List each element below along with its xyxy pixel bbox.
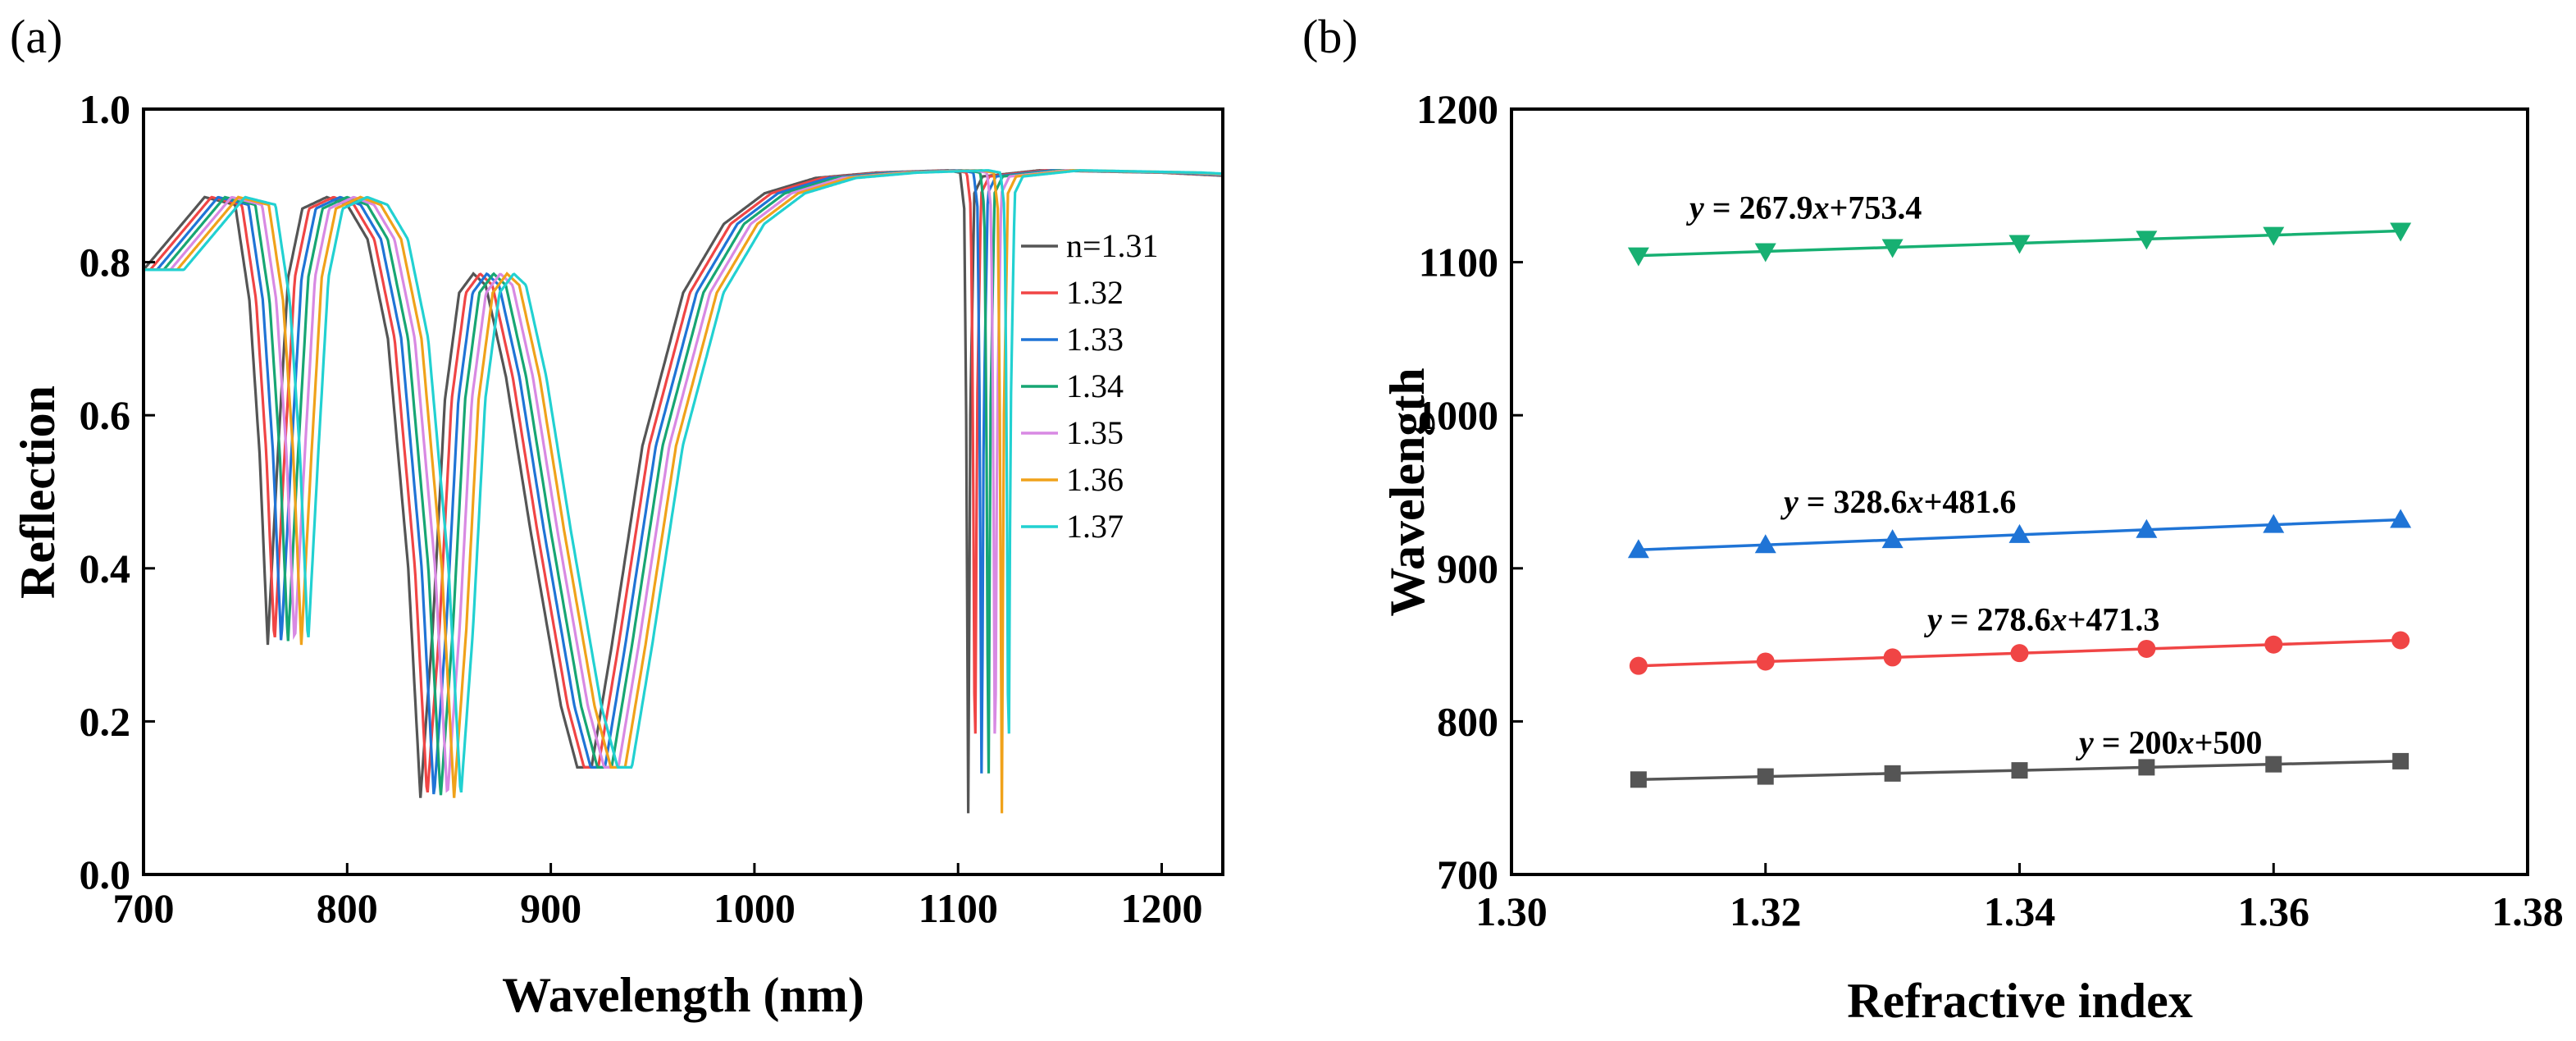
regression-equation-2: y = 328.6x+481.6 [1780,483,2016,520]
data-point-s1-3 [2010,644,2029,663]
data-point-s3-4 [2136,231,2158,250]
data-point-s3-1 [1754,243,1776,263]
data-point-s0-5 [2265,756,2282,773]
panel-a-x-axis-title: Wavelength (nm) [502,968,864,1022]
data-point-s0-3 [2011,762,2028,779]
panel-b-y-tick-label: 700 [1437,852,1498,897]
data-point-s2-2 [1881,529,1904,549]
panel-a-x-tick-label: 800 [317,885,378,931]
data-point-s3-5 [2263,226,2285,246]
regression-equation-1: y = 278.6x+471.3 [1924,601,2159,638]
panel-a-x-tick-label: 1000 [714,885,796,931]
data-point-s3-6 [2390,222,2412,242]
panel-b-frame [1510,107,2529,876]
panel-b-y-tick-label: 1200 [1416,86,1498,132]
panel-b-x-tick-label: 1.36 [2238,888,2310,934]
data-point-s2-1 [1754,534,1776,554]
panel-a-y-tick-label: 0.4 [80,546,131,591]
reflection-curve-6 [144,168,1223,793]
data-point-s3-0 [1627,247,1649,267]
legend-label-5: 1.36 [1066,461,1124,498]
panel-a-x-tick-label: 900 [520,885,581,931]
panel-a-x-tick-label: 1100 [919,885,998,931]
legend-label-2: 1.33 [1066,321,1124,358]
panel-b-wavelength-chart: 1.30 1.32 1.34 1.36 1.38 700 800 900 1000 1100 12… [1380,86,2564,1028]
legend-label-1: 1.32 [1066,274,1124,311]
panel-a-reflection-chart: 700 800 900 1000 1100 1200 0.0 0.2 0.4 0.6 0.8 1.0… [11,86,1224,1022]
data-point-s1-0 [1629,656,1648,675]
data-point-s1-1 [1756,652,1775,671]
data-point-s1-2 [1883,648,1902,667]
regression-equation-0: y = 200x+500 [2076,724,2262,760]
data-point-s0-6 [2392,752,2410,769]
panel-a-label: (a) [10,10,62,63]
panel-b-x-tick-label: 1.34 [1984,888,2056,934]
data-point-s2-5 [2263,514,2285,533]
panel-a-x-tick-label: 1200 [1121,885,1203,931]
panel-a-x-tick-label: 700 [113,885,175,931]
panel-a-y-axis-title: Reflection [11,386,65,599]
panel-b-y-tick-label: 800 [1437,698,1498,744]
panel-b-label: (b) [1302,10,1358,63]
legend-label-4: 1.35 [1066,414,1124,451]
panel-b-x-tick-label: 1.30 [1475,888,1548,934]
data-point-s0-2 [1884,765,1901,782]
panel-a-y-tick-label: 1.0 [80,86,131,132]
data-point-s1-6 [2391,631,2410,650]
data-point-s3-3 [2008,235,2031,254]
panel-a-legend: n=1.31 1.32 1.33 1.34 1.35 1.36 1.37 [1021,227,1159,545]
data-point-s2-3 [2008,523,2031,543]
panel-b-y-tick-label: 1000 [1416,392,1498,438]
panel-b-y-axis-title: Wavelength [1380,368,1434,616]
panel-b-x-axis-title: Refractive index [1847,974,2193,1028]
legend-label-0: n=1.31 [1066,227,1159,264]
data-point-s0-1 [1757,768,1774,785]
panel-b-x-tick-label: 1.38 [2492,888,2564,934]
panel-a-y-tick-label: 0.0 [80,852,131,897]
reflection-curve-3 [144,168,1223,796]
reflection-curve-2 [144,168,1223,795]
regression-equation-3: y = 267.9x+753.4 [1686,189,1922,226]
data-point-s2-4 [2136,518,2158,538]
panel-b-y-tick-label: 1100 [1419,240,1498,285]
data-point-s1-5 [2264,635,2283,654]
legend-label-6: 1.37 [1066,508,1124,545]
panel-a-y-tick-label: 0.2 [80,698,131,744]
data-point-s0-4 [2138,759,2155,776]
panel-a-y-tick-label: 0.6 [80,392,131,438]
panel-b-x-tick-label: 1.32 [1730,888,1802,934]
panel-a-frame [142,107,1224,876]
data-point-s1-4 [2137,639,2156,658]
panel-b-y-tick-label: 900 [1437,546,1498,591]
legend-label-3: 1.34 [1066,368,1124,404]
data-point-s0-0 [1630,771,1647,788]
panel-a-y-tick-label: 0.8 [80,240,131,285]
data-point-s2-6 [2390,509,2412,528]
data-point-s3-2 [1881,239,1904,258]
data-point-s2-0 [1627,539,1649,559]
